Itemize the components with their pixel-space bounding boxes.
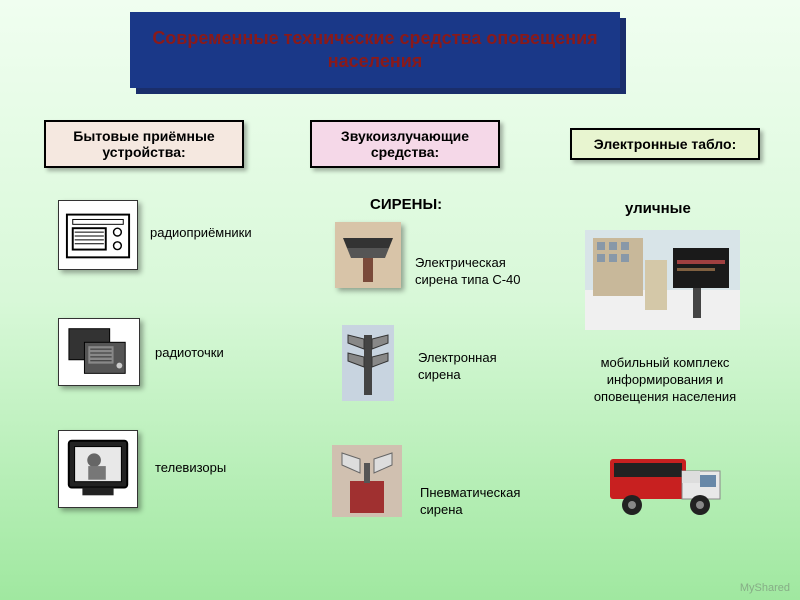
radio-label: радиоприёмники <box>150 225 270 242</box>
siren-s40-label: Электрическая сирена типа С-40 <box>415 255 545 289</box>
tv-icon <box>58 430 138 508</box>
pneumatic-siren-label: Пневматическая сирена <box>420 485 550 519</box>
title-banner: Современные технические средства оповеще… <box>130 12 620 88</box>
category-household: Бытовые приёмные устройства: <box>44 120 244 168</box>
van-icon <box>600 445 730 525</box>
street-display-icon <box>585 230 740 330</box>
radiotochki-icon <box>58 318 140 386</box>
street-header: уличные <box>625 200 691 217</box>
tv-label: телевизоры <box>155 460 245 477</box>
sirens-header: СИРЕНЫ: <box>370 196 442 213</box>
watermark: MyShared <box>740 582 790 594</box>
title-main: Современные технические средства оповеще… <box>130 12 620 88</box>
radiotochki-label: радиоточки <box>155 345 255 362</box>
radio-icon <box>58 200 138 270</box>
pneumatic-siren-icon <box>332 445 402 517</box>
category-displays: Электронные табло: <box>570 128 760 160</box>
siren-s40-icon <box>335 222 401 288</box>
mobile-complex-label: мобильный комплекс информирования и опов… <box>580 355 750 406</box>
category-sound: Звукоизлучающие средства: <box>310 120 500 168</box>
title-text: Современные технические средства оповеще… <box>150 27 600 74</box>
electronic-siren-label: Электронная сирена <box>418 350 528 384</box>
electronic-siren-icon <box>342 325 394 401</box>
